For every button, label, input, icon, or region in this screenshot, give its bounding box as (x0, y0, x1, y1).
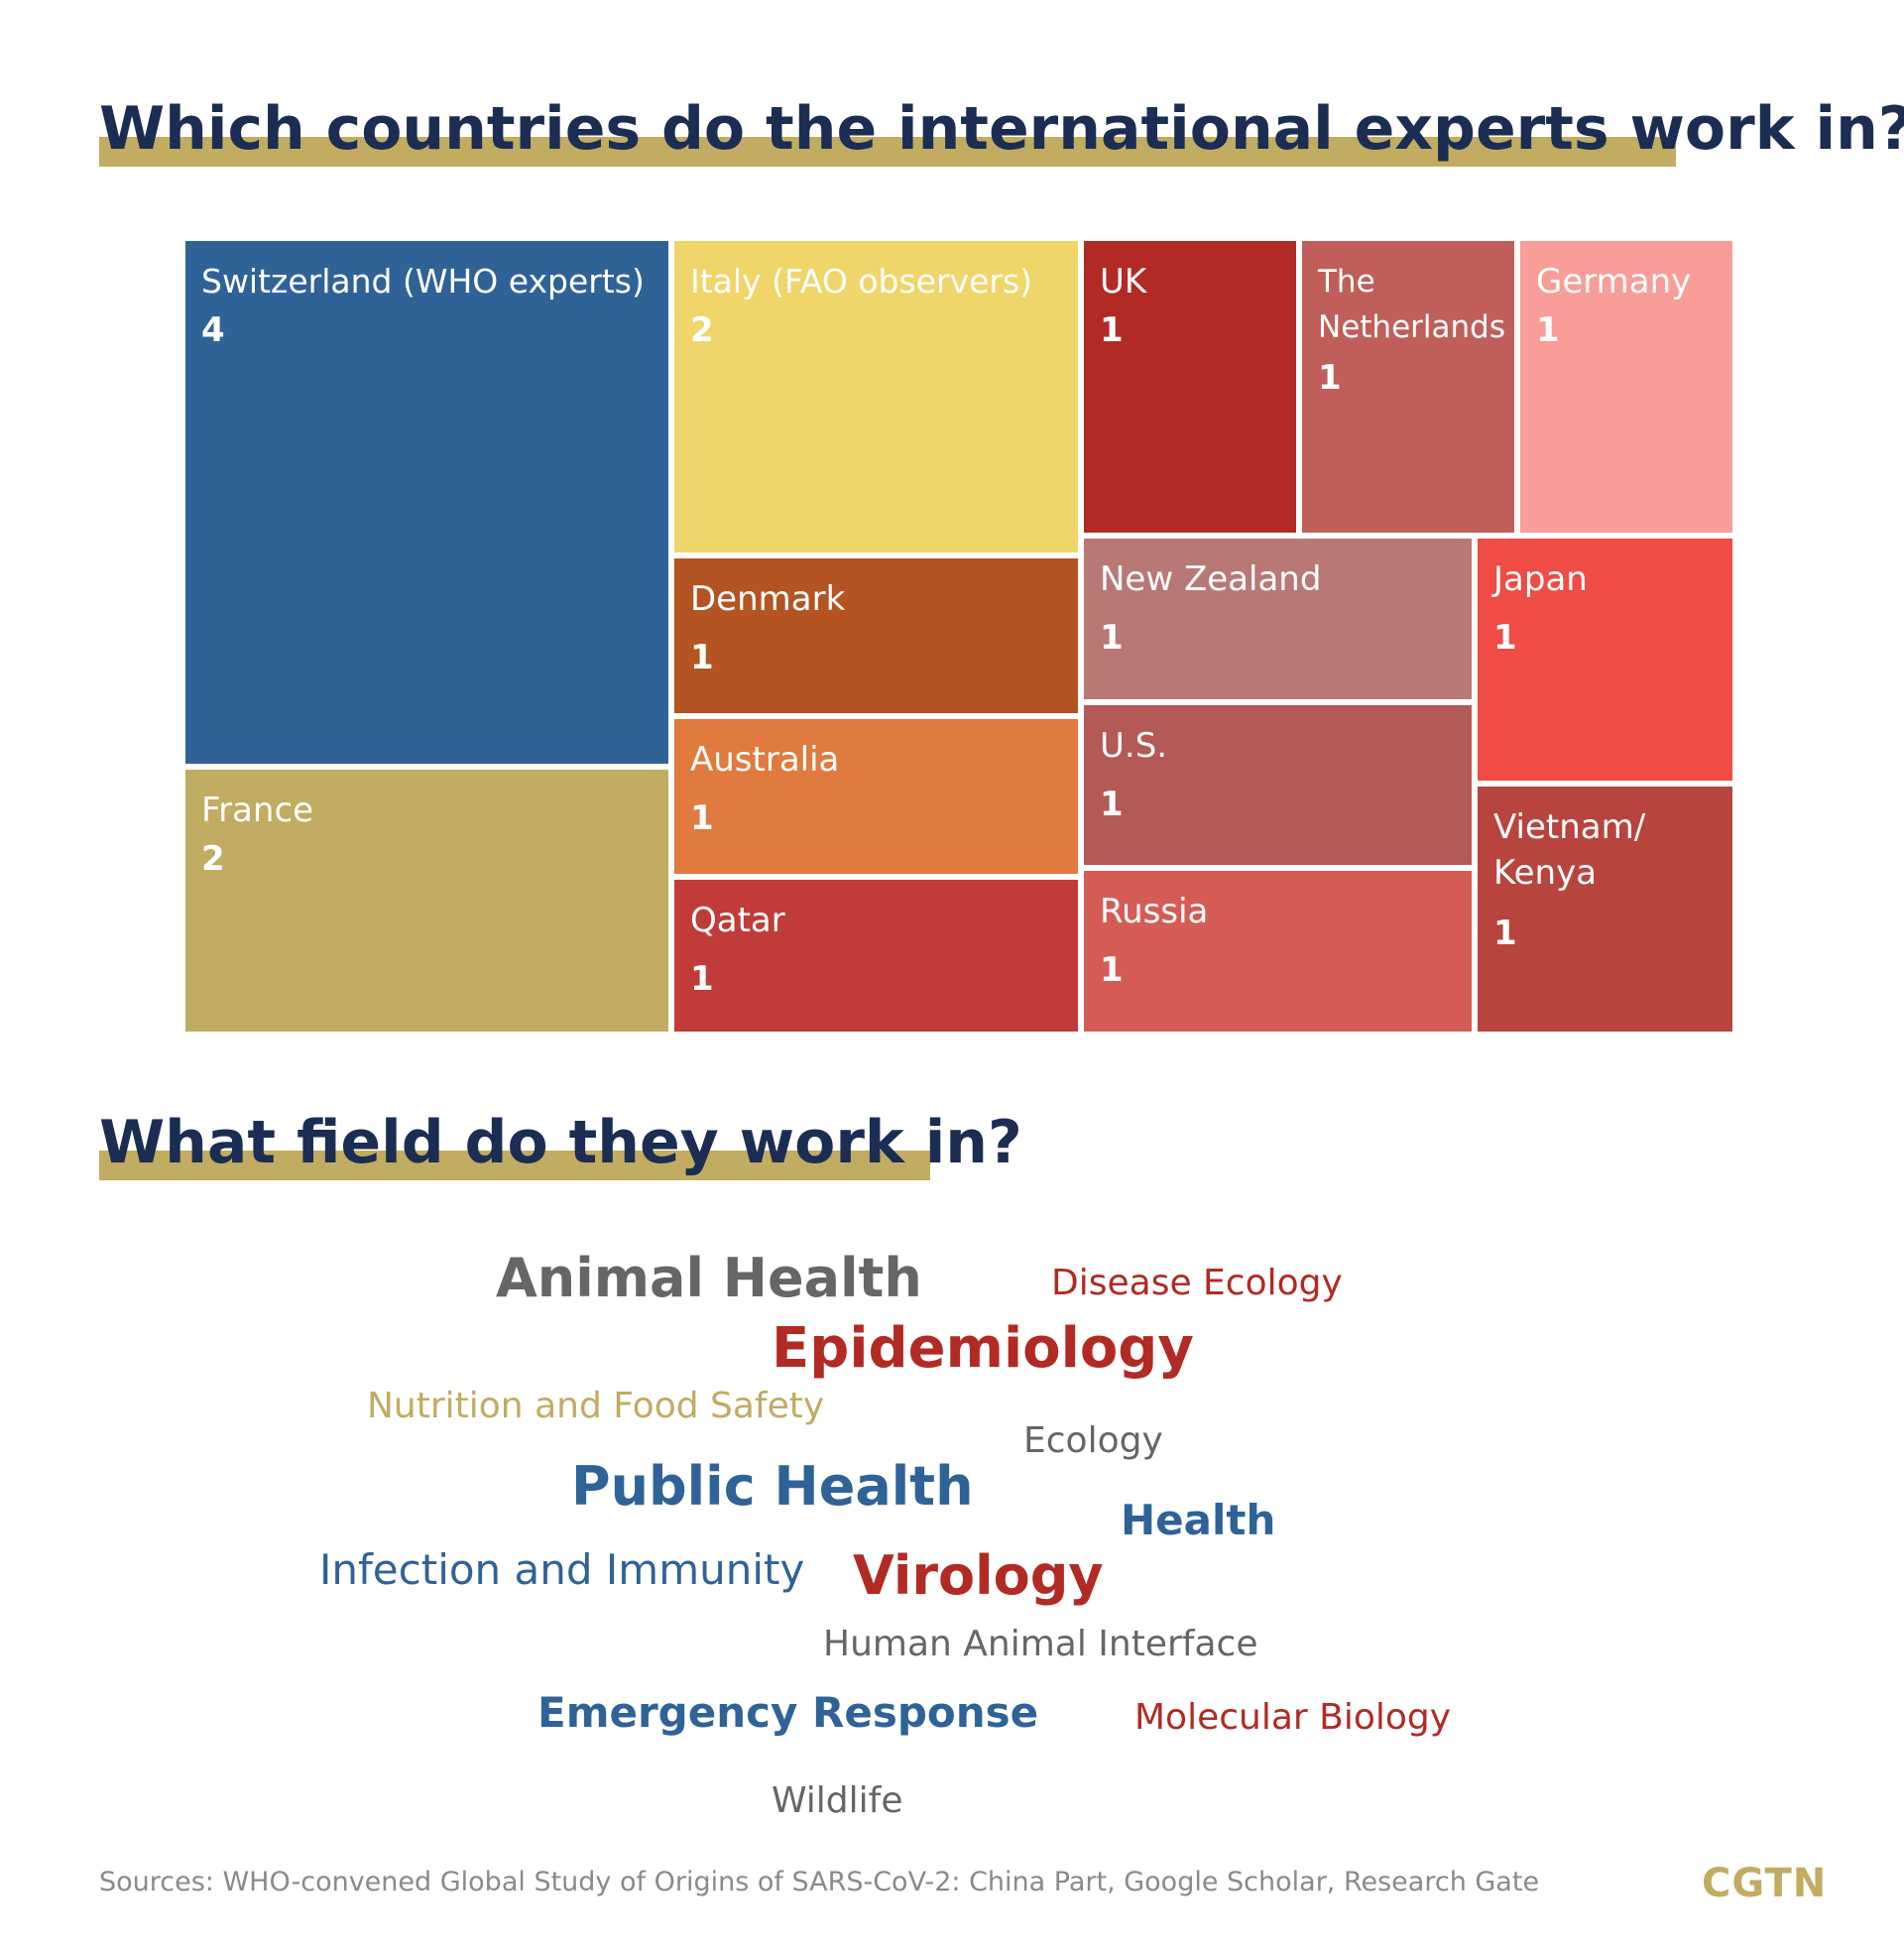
treemap-tile-value: 1 (1100, 950, 1124, 990)
treemap-tile-value: 1 (690, 638, 714, 677)
treemap-tile-label: The Netherlands (1318, 264, 1505, 345)
treemap-tile-qatar: Qatar 1 (671, 877, 1081, 1035)
countries-heading-text: Which countries do the international exp… (99, 94, 1904, 164)
word-disease-ecology: Disease Ecology (1051, 1263, 1343, 1303)
treemap-tile-label: Japan (1493, 559, 1588, 599)
treemap-tile-label: Qatar (690, 901, 785, 940)
treemap-tile-denmark: Denmark 1 (671, 555, 1081, 716)
treemap-tile-vietnam-kenya: Vietnam/ Kenya 1 (1475, 784, 1735, 1035)
word-health: Health (1121, 1496, 1276, 1544)
treemap-tile-france: France 2 (182, 767, 671, 1035)
countries-treemap: Switzerland (WHO experts) 4 France 2 Italy (… (182, 238, 1735, 1035)
treemap-tile-value: 1 (690, 798, 714, 838)
treemap-tile-italy-fao-observers: Italy (FAO observers) 2 (671, 238, 1081, 555)
treemap-tile-u-s: U.S. 1 (1081, 702, 1475, 868)
word-epidemiology: Epidemiology (772, 1316, 1194, 1381)
treemap-tile-value: 1 (1100, 310, 1124, 350)
treemap-tile-value: 1 (1536, 310, 1560, 350)
treemap-tile-label: U.S. (1100, 726, 1168, 766)
fields-heading-text: What field do they work in? (99, 1108, 1022, 1177)
treemap-tile-value: 1 (690, 959, 714, 999)
treemap-tile-uk: UK 1 (1081, 238, 1299, 536)
treemap-tile-label: Denmark (690, 579, 846, 619)
treemap-tile-value: 2 (690, 310, 714, 350)
word-wildlife: Wildlife (772, 1780, 903, 1821)
sources-note: Sources: WHO-convened Global Study of Or… (99, 1867, 1540, 1897)
treemap-tile-value: 1 (1100, 618, 1124, 658)
fields-word-cloud: Animal Health Disease Ecology Epidemiology… (0, 1230, 1904, 1845)
treemap-tile-label: France (201, 791, 314, 830)
word-virology: Virology (853, 1544, 1104, 1607)
treemap-tile-label: Italy (FAO observers) (690, 262, 1033, 301)
countries-heading: Which countries do the international exp… (99, 99, 1904, 167)
word-infection-and-immunity: Infection and Immunity (319, 1545, 805, 1594)
treemap-tile-label: Germany (1536, 262, 1692, 302)
treemap-tile-value: 4 (201, 310, 225, 350)
word-emergency-response: Emergency Response (537, 1688, 1039, 1737)
fields-heading: What field do they work in? (99, 1113, 1022, 1180)
treemap-tile-germany: Germany 1 (1517, 238, 1735, 536)
treemap-tile-japan: Japan 1 (1475, 536, 1735, 784)
heading-highlight-bar (99, 137, 1676, 167)
treemap-tile-label: UK (1100, 262, 1147, 302)
treemap-tile-label: Switzerland (WHO experts) (201, 262, 645, 301)
word-public-health: Public Health (571, 1455, 974, 1518)
treemap-tile-new-zealand: New Zealand 1 (1081, 536, 1475, 702)
word-human-animal-interface: Human Animal Interface (823, 1624, 1258, 1664)
word-animal-health: Animal Health (496, 1247, 922, 1309)
treemap-tile-label: Vietnam/ Kenya (1493, 807, 1646, 893)
heading-highlight-bar (99, 1151, 930, 1180)
treemap-tile-australia: Australia 1 (671, 716, 1081, 877)
treemap-tile-russia: Russia 1 (1081, 868, 1475, 1035)
treemap-tile-label: Australia (690, 740, 840, 780)
cgtn-logo: CGTN (1702, 1861, 1828, 1906)
treemap-tile-value: 2 (201, 839, 225, 879)
treemap-tile-value: 1 (1493, 618, 1517, 658)
treemap-tile-label: Russia (1100, 892, 1209, 931)
treemap-tile-label: New Zealand (1100, 559, 1322, 599)
treemap-tile-value: 1 (1100, 785, 1124, 824)
word-ecology: Ecology (1023, 1420, 1163, 1461)
treemap-tile-switzerland-who-experts: Switzerland (WHO experts) 4 (182, 238, 671, 767)
treemap-tile-value: 1 (1493, 914, 1517, 953)
treemap-tile-value: 1 (1318, 358, 1342, 398)
word-molecular-biology: Molecular Biology (1134, 1697, 1452, 1738)
treemap-tile-the-netherlands: The Netherlands 1 (1299, 238, 1517, 536)
word-nutrition-and-food-safety: Nutrition and Food Safety (367, 1386, 825, 1426)
